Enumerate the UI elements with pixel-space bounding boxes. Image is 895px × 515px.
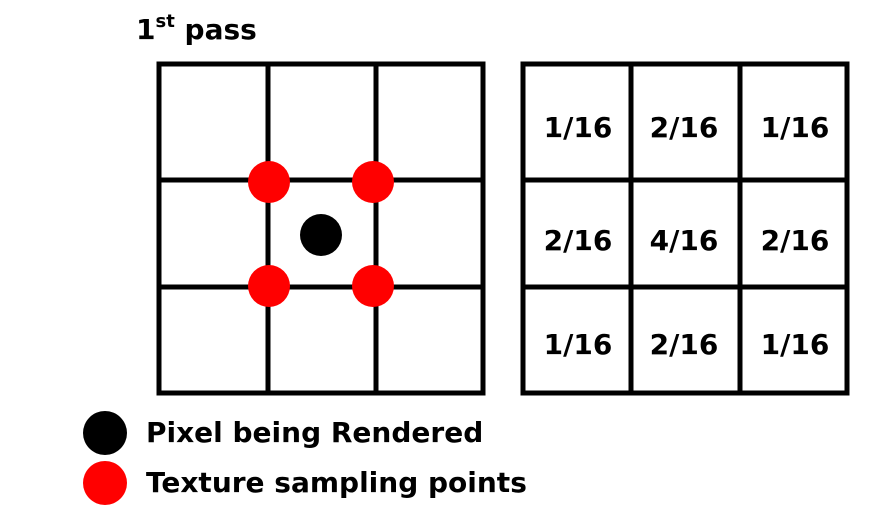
sampling-grid [156,61,486,396]
weight-cell-r2-c3: 2/16 [761,224,830,257]
weight-cell-r2-c2: 4/16 [650,224,719,257]
legend-pixel-dot [83,411,127,455]
pass-title: 1st pass [136,10,257,50]
weight-cell-r3-c2: 2/16 [650,328,719,361]
sample-point-top-left [248,161,290,203]
weight-cell-r1-c2: 2/16 [650,111,719,144]
weights-grid: 1/16 2/16 1/16 2/16 4/16 2/16 1/16 2/16 … [520,61,850,396]
texture-sampling-points [248,161,394,307]
weight-cell-r3-c3: 1/16 [761,328,830,361]
legend-sample-dot [83,461,127,505]
pass-title-superscript: st [155,11,175,32]
legend-item-sample: Texture sampling points [83,461,527,505]
weight-cell-r2-c1: 2/16 [544,224,613,257]
pass-title-suffix: pass [174,13,257,46]
sampling-grid-border [156,61,486,396]
weight-cell-r1-c3: 1/16 [761,111,830,144]
pass-title-number: 1 [136,13,156,46]
sample-point-bottom-left [248,265,290,307]
weight-cell-r1-c1: 1/16 [544,111,613,144]
legend-sample-label: Texture sampling points [146,466,527,499]
weights-grid-border [520,61,850,396]
weight-cell-r3-c1: 1/16 [544,328,613,361]
rendered-pixel [300,214,342,256]
sample-point-bottom-right [352,265,394,307]
sample-point-top-right [352,161,394,203]
legend-pixel-label: Pixel being Rendered [146,416,484,449]
legend-item-pixel: Pixel being Rendered [83,411,483,455]
